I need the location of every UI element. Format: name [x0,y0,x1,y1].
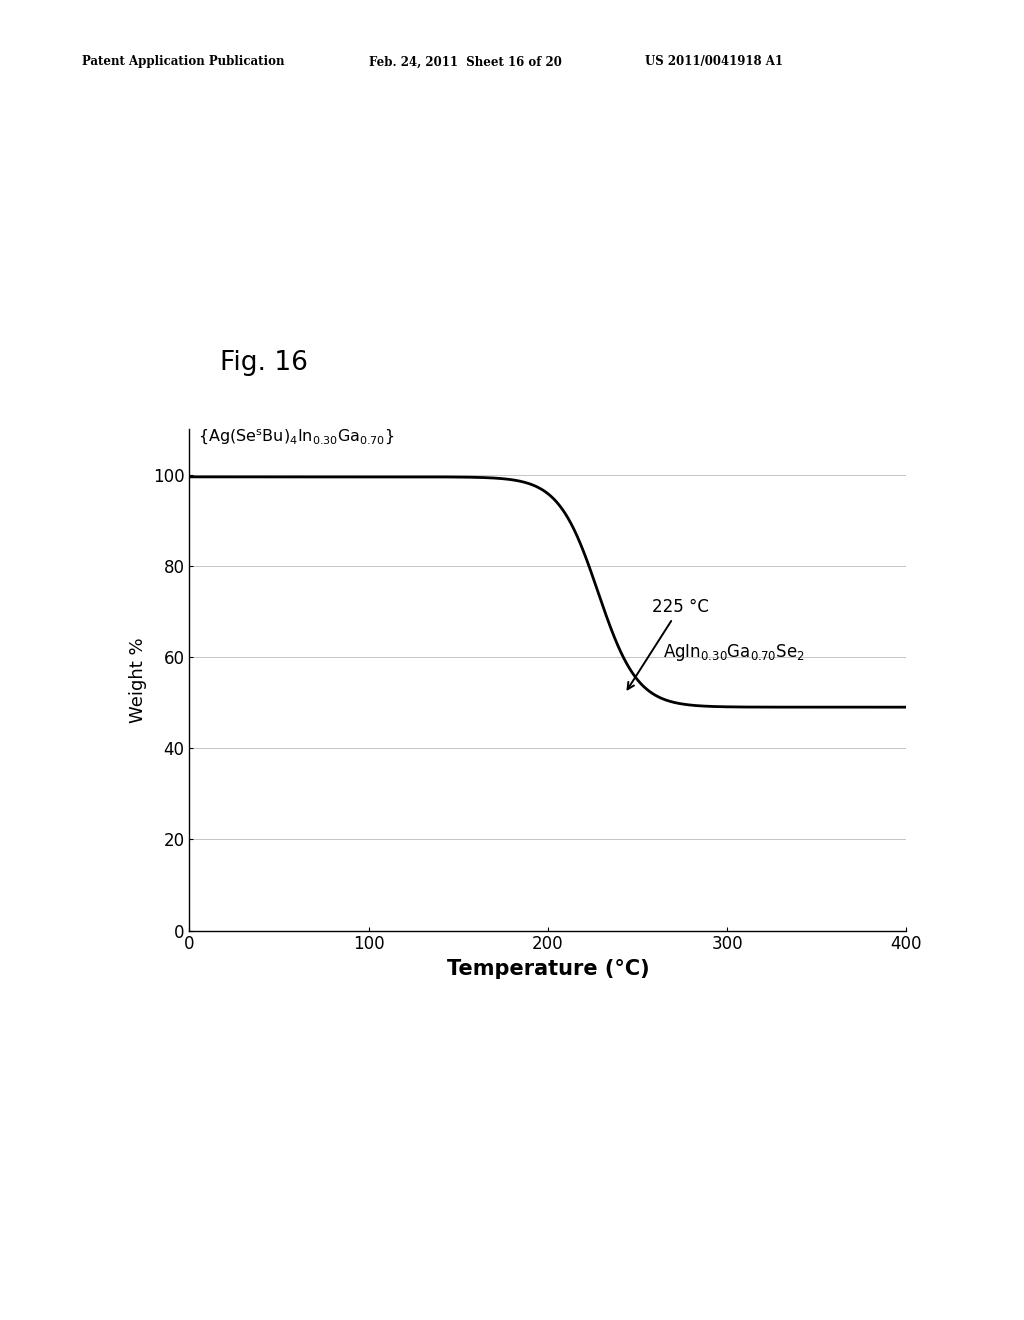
X-axis label: Temperature (°C): Temperature (°C) [446,960,649,979]
Text: $\{$Ag(Se$^\mathrm{s}$Bu)$_4$In$_{0.30}$Ga$_{0.70}$$\}$: $\{$Ag(Se$^\mathrm{s}$Bu)$_4$In$_{0.30}$… [199,428,395,447]
Y-axis label: Weight %: Weight % [129,638,147,722]
Text: Patent Application Publication: Patent Application Publication [82,55,285,69]
Text: US 2011/0041918 A1: US 2011/0041918 A1 [645,55,783,69]
Text: 225 °C: 225 °C [628,598,709,689]
Text: Feb. 24, 2011  Sheet 16 of 20: Feb. 24, 2011 Sheet 16 of 20 [369,55,561,69]
Text: AgIn$_{0.30}$Ga$_{0.70}$Se$_2$: AgIn$_{0.30}$Ga$_{0.70}$Se$_2$ [663,642,805,663]
Text: Fig. 16: Fig. 16 [220,350,308,376]
